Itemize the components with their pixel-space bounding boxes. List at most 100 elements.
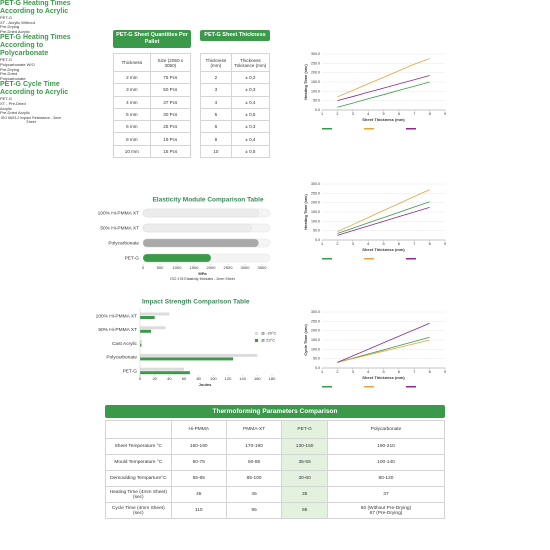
x-tick-label: 1000: [173, 265, 183, 270]
row: 4 ± 0,4: [200, 95, 271, 109]
table-title: PET-G Sheet Thickness: [200, 30, 270, 41]
bar: [142, 223, 252, 233]
x-tick-label: 8: [429, 112, 431, 116]
x-tick-label: 3000: [241, 265, 251, 270]
x-tick-label: 4: [367, 112, 369, 116]
x-axis-label: Sheet Thickness (mm): [362, 247, 405, 252]
cell: 3 mm: [113, 83, 151, 97]
cell: 2 mm: [113, 70, 151, 85]
legend-swatch: [255, 332, 258, 335]
cell: 35: [281, 486, 328, 503]
row: 2 ± 0,2: [200, 70, 271, 85]
cell: 35-55: [281, 454, 328, 471]
y-tick-label: 0.0: [315, 238, 320, 242]
category-label: 50% Hi-PMMA XT: [98, 327, 137, 333]
category-label: PET-G: [123, 368, 138, 374]
bar: [140, 367, 184, 371]
x-tick-label: 500: [157, 265, 164, 270]
cell: 37 Pcs: [149, 95, 192, 109]
x-tick-label: 1500: [190, 265, 200, 270]
x-tick-label: 3: [352, 242, 354, 246]
legend-swatch: [406, 128, 416, 130]
column-header: Thickness: [113, 53, 151, 72]
cell: 80 (Without Pre-Drying) 67 (Pre-Drying): [326, 502, 446, 519]
series-line: [337, 206, 430, 236]
column-header: Thickness Tolerance (mm): [230, 53, 271, 72]
bar: [140, 357, 234, 361]
x-tick-label: 80: [196, 376, 201, 381]
note: ISO 6603-2 Impact Resistance - 3mm Sheet: [0, 115, 62, 125]
cell: 95: [281, 502, 328, 519]
cell: 50 Pcs: [149, 83, 192, 97]
note: ISO 178 Elasticity Modules - 2mm Sheet: [170, 277, 235, 281]
column-header: Hi-PMMA: [170, 420, 227, 439]
series-line: [337, 75, 430, 102]
cell: 190-210: [326, 438, 446, 455]
row-label: Heating Time (4mm Sheet) (sec): [105, 486, 172, 503]
row: 2 mm 75 Pcs: [113, 70, 192, 85]
row-label: Demoulding Temparture°C: [105, 470, 172, 487]
cell: 30 Pcs: [149, 107, 192, 122]
x-tick-label: 4: [367, 242, 369, 246]
x-tick-label: 3: [352, 112, 354, 116]
cell: 60-75: [170, 454, 227, 471]
x-tick-label: 20: [152, 376, 157, 381]
cell: 15 Pcs: [149, 144, 192, 159]
column-header: Polycarbonate: [326, 420, 446, 439]
x-tick-label: 6: [398, 242, 400, 246]
legend-label: Pre-Dried Acrylic: [0, 28, 30, 34]
row: 3 ± 0,3: [200, 83, 271, 97]
y-tick-label: 250.0: [311, 61, 320, 65]
table: Thickness Size (2050 x 3050) 2 mm 75 Pcs 3 m…: [113, 53, 192, 159]
x-tick-label: 8: [429, 370, 431, 374]
cell: 170-190: [225, 438, 283, 455]
category-label: Cast Acrylic: [112, 341, 138, 347]
series-line: [337, 58, 430, 98]
cell: 10: [200, 144, 232, 159]
cell: 19 Pcs: [149, 132, 192, 146]
row: 10 ± 0,5: [200, 144, 271, 159]
y-axis-label: Heating Time (sec): [303, 64, 308, 100]
row: 4 mm 37 Pcs: [113, 95, 192, 109]
chart-title: PET-G Cycle Time According to Acrylic: [0, 81, 69, 97]
x-tick-label: 3500: [258, 265, 268, 270]
y-tick-label: 300.0: [311, 310, 320, 314]
cell: ± 0,3: [230, 83, 271, 97]
category-label: 50% Hi-PMMA XT: [100, 225, 139, 231]
x-tick-label: 160: [254, 376, 261, 381]
series-line: [337, 201, 430, 234]
y-tick-label: 100.0: [311, 219, 320, 223]
cell: 8: [200, 132, 232, 146]
x-axis-label: Sheet Thickness (mm): [362, 375, 405, 380]
cell: 45: [170, 486, 227, 503]
cell: 95: [225, 502, 283, 519]
cell: 65-100: [225, 470, 283, 487]
x-tick-label: 1: [321, 112, 323, 116]
row-label: Mould Temperature °C: [105, 454, 172, 471]
bar: [140, 326, 166, 330]
bar: [142, 253, 212, 263]
x-tick-label: 180: [269, 376, 276, 381]
x-tick-label: 2: [336, 112, 338, 116]
cell-line: 67 (Pre-Drying): [369, 510, 403, 516]
bar: [142, 238, 259, 248]
legend-label: Polycarbonate W/O Pre-Drying: [0, 61, 35, 72]
y-tick-label: 250.0: [311, 319, 320, 323]
cell: ± 0,5: [230, 107, 271, 122]
y-tick-label: 0.0: [315, 108, 320, 112]
x-tick-label: 6: [398, 370, 400, 374]
cell: ± 0,4: [230, 132, 271, 146]
cell: 80-120: [326, 470, 446, 487]
y-tick-label: 200.0: [311, 71, 320, 75]
category-label: 100% Hi-PMMA XT: [98, 210, 139, 216]
legend-label: @ -20°C: [261, 331, 277, 336]
legend-label: PET-G: [0, 96, 13, 102]
bar: [142, 208, 259, 218]
header-row: Hi-PMMA PMMA-XT PET-G Polycarbonate: [105, 420, 446, 439]
x-tick-label: 100: [210, 376, 217, 381]
y-tick-label: 0.0: [315, 366, 320, 370]
header-row: Thickness Size (2050 x 3050): [113, 53, 192, 72]
x-tick-label: 9: [444, 242, 446, 246]
cell: 5 mm: [113, 107, 151, 122]
